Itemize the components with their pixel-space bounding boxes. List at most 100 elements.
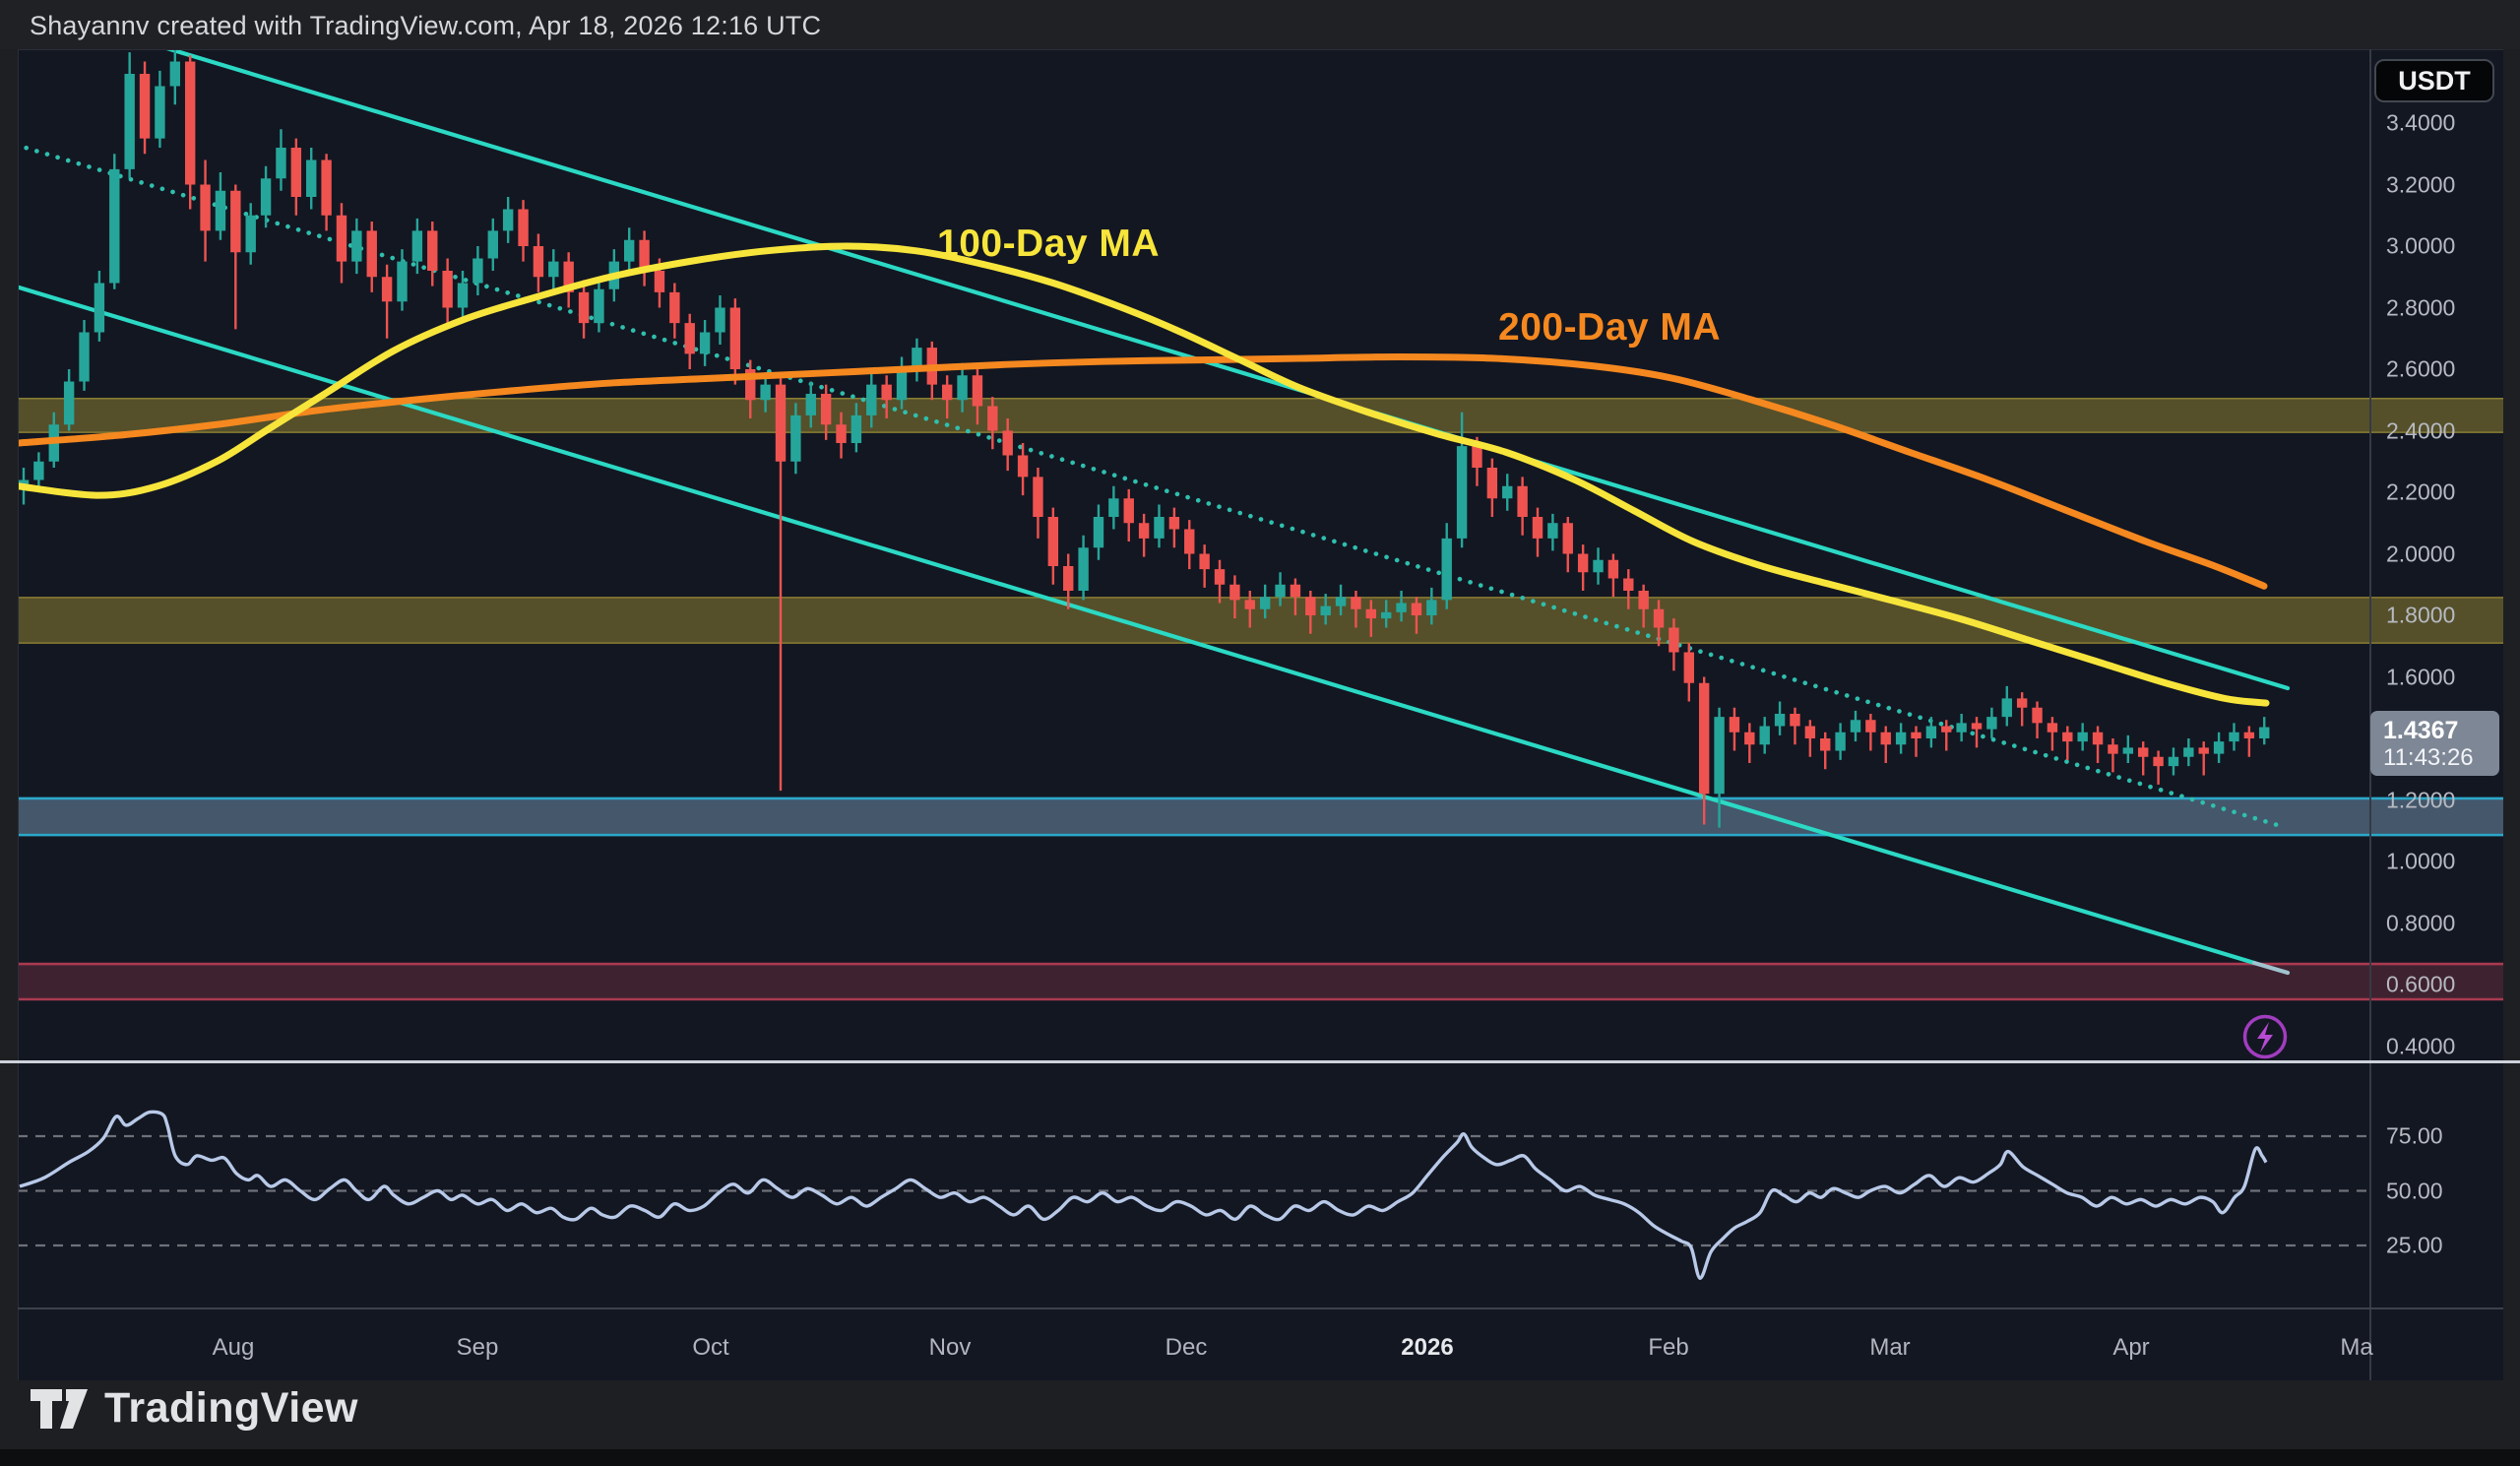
candle xyxy=(245,215,256,253)
candle xyxy=(1199,553,1210,570)
candle xyxy=(321,159,332,216)
candle xyxy=(1259,597,1271,609)
candle xyxy=(2001,698,2012,718)
bar-countdown: 11:43:26 xyxy=(2383,744,2474,771)
candle xyxy=(109,168,120,284)
candle xyxy=(836,424,847,443)
zone-support-1.09-1.20 xyxy=(18,797,2503,836)
candle xyxy=(1456,446,1468,539)
candle xyxy=(79,332,90,382)
candle xyxy=(1577,553,1589,573)
rsi-line xyxy=(19,1110,2268,1281)
candle xyxy=(1063,566,1074,591)
price-tick-label: 2.4000 xyxy=(2386,417,2456,443)
last-price-badge: 1.4367 11:43:26 xyxy=(2370,711,2499,776)
candle xyxy=(760,384,771,401)
candle xyxy=(820,394,832,425)
candle xyxy=(1865,720,1876,733)
candle xyxy=(215,190,226,231)
candle xyxy=(805,394,816,415)
rsi-tick-label: 25.00 xyxy=(2386,1232,2443,1258)
candle xyxy=(639,239,650,271)
candle xyxy=(1607,559,1619,579)
candle xyxy=(684,323,695,354)
plot-pan-zone[interactable] xyxy=(18,49,2369,1061)
price-tick-label: 2.2000 xyxy=(2386,478,2456,505)
lightning-button[interactable] xyxy=(2242,1014,2288,1059)
price-tick-label: 3.2000 xyxy=(2386,171,2456,197)
candle xyxy=(139,74,151,139)
panel-separator[interactable] xyxy=(0,1060,2520,1063)
candle xyxy=(397,261,408,302)
header-credit-text: Shayannv created with TradingView.com, A… xyxy=(30,11,822,40)
price-tick-label: 3.4000 xyxy=(2386,109,2456,136)
candle xyxy=(654,271,665,292)
candle xyxy=(2062,732,2073,742)
candle xyxy=(1275,584,1286,598)
candle xyxy=(2198,747,2209,754)
price-tick-label: 0.4000 xyxy=(2386,1033,2456,1058)
candle xyxy=(2032,707,2043,724)
candle xyxy=(1804,726,1816,738)
candle xyxy=(1698,682,1710,795)
candle xyxy=(1078,547,1089,591)
candle xyxy=(200,184,211,231)
candle xyxy=(1351,597,1361,609)
candle xyxy=(502,209,514,231)
candle xyxy=(1562,523,1573,554)
rsi-gridlines xyxy=(18,1134,2369,1247)
candle xyxy=(411,230,423,262)
chart-top-border xyxy=(18,49,2503,50)
candle xyxy=(866,384,877,415)
candle xyxy=(563,261,574,292)
candle xyxy=(1669,627,1679,653)
candle xyxy=(1683,652,1694,683)
candle xyxy=(987,406,998,431)
candle xyxy=(472,258,483,284)
candle xyxy=(1774,714,1786,727)
month-label-apr: Apr xyxy=(2112,1334,2150,1361)
candle xyxy=(1956,723,1967,733)
candle xyxy=(2168,756,2179,767)
candle xyxy=(260,178,272,216)
candle xyxy=(2016,698,2028,708)
candle xyxy=(1941,726,1952,733)
bottom-strip xyxy=(0,1449,2520,1466)
lightning-circle-icon xyxy=(2242,1014,2288,1059)
candle xyxy=(1925,726,1937,738)
month-label-nov: Nov xyxy=(928,1334,972,1361)
rsi-time-separator xyxy=(18,1307,2503,1309)
candle xyxy=(1486,468,1498,499)
candle xyxy=(124,74,135,169)
price-tick-label: 2.6000 xyxy=(2386,355,2456,382)
right-margin xyxy=(2503,49,2520,1380)
price-tick-label: 0.6000 xyxy=(2386,971,2456,997)
candle xyxy=(1532,517,1544,539)
tradingview-logo[interactable]: TradingView xyxy=(30,1384,358,1433)
candle xyxy=(1335,597,1347,606)
candle xyxy=(1593,559,1604,573)
price-tick-label: 1.8000 xyxy=(2386,602,2456,628)
zone-support-0.55-0.67 xyxy=(18,964,2503,999)
candle xyxy=(578,291,590,324)
ma100-label: 100-Day MA xyxy=(937,223,1161,265)
candle xyxy=(1911,732,1922,738)
candle xyxy=(2243,732,2255,738)
candle xyxy=(850,414,862,443)
candle xyxy=(155,86,165,139)
candle xyxy=(2229,732,2239,742)
tradingview-logo-icon xyxy=(31,1388,88,1429)
ma200-line xyxy=(14,352,2268,590)
price-tick-label: 1.0000 xyxy=(2386,848,2456,874)
moving-averages xyxy=(14,242,2270,707)
price-tick-label: 2.0000 xyxy=(2386,541,2456,566)
trendline-lower-channel-tip xyxy=(2251,960,2291,976)
month-label-oct: Oct xyxy=(692,1334,729,1361)
candle xyxy=(548,261,559,278)
candle xyxy=(1880,732,1891,745)
month-label-2026: 2026 xyxy=(1401,1334,1454,1361)
candle xyxy=(2153,756,2164,767)
candle xyxy=(63,381,75,425)
candle xyxy=(1047,517,1059,566)
